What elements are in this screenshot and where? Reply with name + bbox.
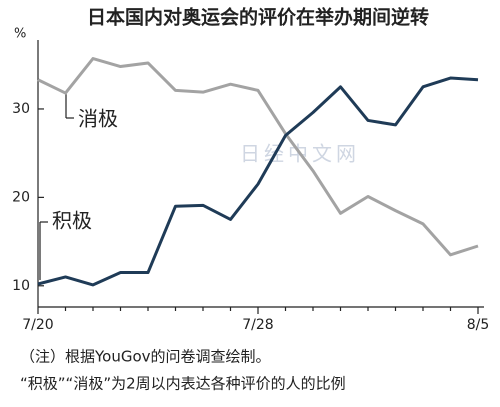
watermark: 日经中文网: [240, 142, 360, 166]
series-label: 消极: [78, 107, 118, 131]
chart-title: 日本国内对奥运会的评价在举办期间逆转: [87, 6, 429, 29]
y-tick-label: 30: [12, 101, 30, 117]
series-line: [37, 76, 479, 287]
x-tick-label: 8/5: [467, 317, 490, 333]
y-tick-label: 10: [12, 278, 30, 294]
x-tick-label: 7/28: [242, 317, 273, 333]
note: （注）根据YouGov的问卷调查绘制。: [20, 348, 271, 366]
note: “积极”“消极”为2周以内表达各种评价的人的比例: [20, 375, 346, 393]
x-tick-label: 7/20: [22, 317, 53, 333]
y-axis-unit: %: [14, 27, 26, 42]
y-tick-label: 20: [12, 189, 30, 205]
series-line: [37, 57, 479, 257]
series-label: 积极: [52, 209, 92, 233]
